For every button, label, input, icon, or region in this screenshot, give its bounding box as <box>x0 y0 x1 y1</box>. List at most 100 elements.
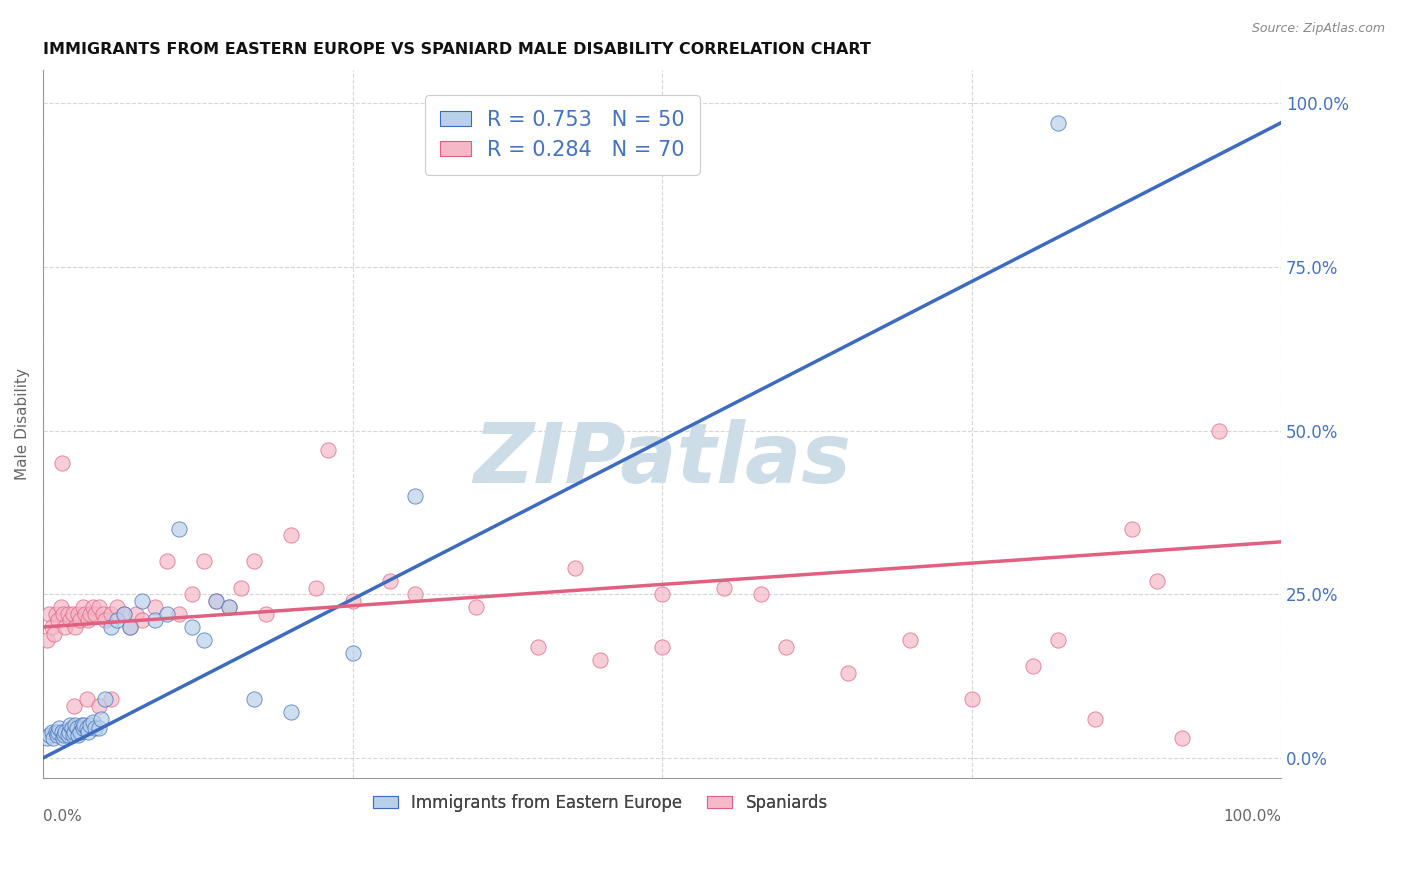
Point <box>156 607 179 621</box>
Point <box>100 620 122 634</box>
Point <box>404 587 426 601</box>
Point <box>589 653 612 667</box>
Point <box>55 724 77 739</box>
Point <box>180 587 202 601</box>
Text: Source: ZipAtlas.com: Source: ZipAtlas.com <box>1251 22 1385 36</box>
Point <box>72 600 94 615</box>
Point <box>651 587 673 601</box>
Point <box>193 633 215 648</box>
Point <box>56 728 79 742</box>
Point <box>65 620 87 634</box>
Point <box>1047 116 1070 130</box>
Point <box>45 607 67 621</box>
Text: IMMIGRANTS FROM EASTERN EUROPE VS SPANIARD MALE DISABILITY CORRELATION CHART: IMMIGRANTS FROM EASTERN EUROPE VS SPANIA… <box>44 42 872 57</box>
Point <box>527 640 550 654</box>
Point <box>713 581 735 595</box>
Point <box>87 698 110 713</box>
Point <box>48 722 70 736</box>
Point <box>56 607 79 621</box>
Point <box>254 607 277 621</box>
Point <box>898 633 921 648</box>
Point <box>60 722 83 736</box>
Point <box>90 712 112 726</box>
Point <box>38 607 60 621</box>
Point <box>749 587 772 601</box>
Point <box>564 561 586 575</box>
Point <box>280 528 302 542</box>
Point <box>1208 424 1230 438</box>
Point <box>62 728 84 742</box>
Point <box>51 456 73 470</box>
Point <box>59 614 82 628</box>
Point <box>193 554 215 568</box>
Point <box>76 722 98 736</box>
Point <box>66 728 89 742</box>
Point <box>52 607 75 621</box>
Point <box>59 718 82 732</box>
Point <box>65 722 87 736</box>
Point <box>465 600 488 615</box>
Point <box>46 724 69 739</box>
Point <box>76 724 98 739</box>
Point <box>231 581 253 595</box>
Point <box>342 594 364 608</box>
Point <box>79 607 101 621</box>
Point <box>316 443 339 458</box>
Point <box>73 718 96 732</box>
Point <box>70 718 93 732</box>
Point <box>1022 659 1045 673</box>
Point <box>169 607 191 621</box>
Point <box>41 620 63 634</box>
Point <box>1084 712 1107 726</box>
Point <box>378 574 401 589</box>
Text: 0.0%: 0.0% <box>44 809 82 824</box>
Point <box>82 714 104 729</box>
Point <box>65 718 87 732</box>
Point <box>41 724 63 739</box>
Point <box>91 607 114 621</box>
Point <box>84 722 107 736</box>
Point <box>118 620 141 634</box>
Point <box>72 722 94 736</box>
Point <box>35 633 58 648</box>
Point <box>45 724 67 739</box>
Point <box>63 698 86 713</box>
Point <box>404 489 426 503</box>
Point <box>1171 731 1194 746</box>
Point <box>775 640 797 654</box>
Point <box>242 692 264 706</box>
Point <box>651 640 673 654</box>
Y-axis label: Male Disability: Male Disability <box>15 368 30 480</box>
Point <box>960 692 983 706</box>
Point <box>55 620 77 634</box>
Point <box>304 581 326 595</box>
Point <box>49 600 72 615</box>
Point <box>112 607 135 621</box>
Point <box>75 607 97 621</box>
Text: ZIPatlas: ZIPatlas <box>474 419 851 500</box>
Point <box>94 692 117 706</box>
Point <box>205 594 228 608</box>
Point <box>45 728 67 742</box>
Point <box>69 614 91 628</box>
Point <box>87 722 110 736</box>
Point <box>53 728 76 742</box>
Point <box>112 607 135 621</box>
Point <box>84 607 107 621</box>
Point <box>131 594 153 608</box>
Point <box>205 594 228 608</box>
Legend: Immigrants from Eastern Europe, Spaniards: Immigrants from Eastern Europe, Spaniard… <box>366 788 834 819</box>
Point <box>100 692 122 706</box>
Point <box>131 614 153 628</box>
Point <box>125 607 148 621</box>
Point <box>76 614 98 628</box>
Point <box>118 620 141 634</box>
Point <box>218 600 240 615</box>
Point <box>107 614 129 628</box>
Point <box>280 705 302 719</box>
Point <box>1047 633 1070 648</box>
Point <box>837 665 859 680</box>
Point <box>66 607 89 621</box>
Point <box>242 554 264 568</box>
Point <box>46 614 69 628</box>
